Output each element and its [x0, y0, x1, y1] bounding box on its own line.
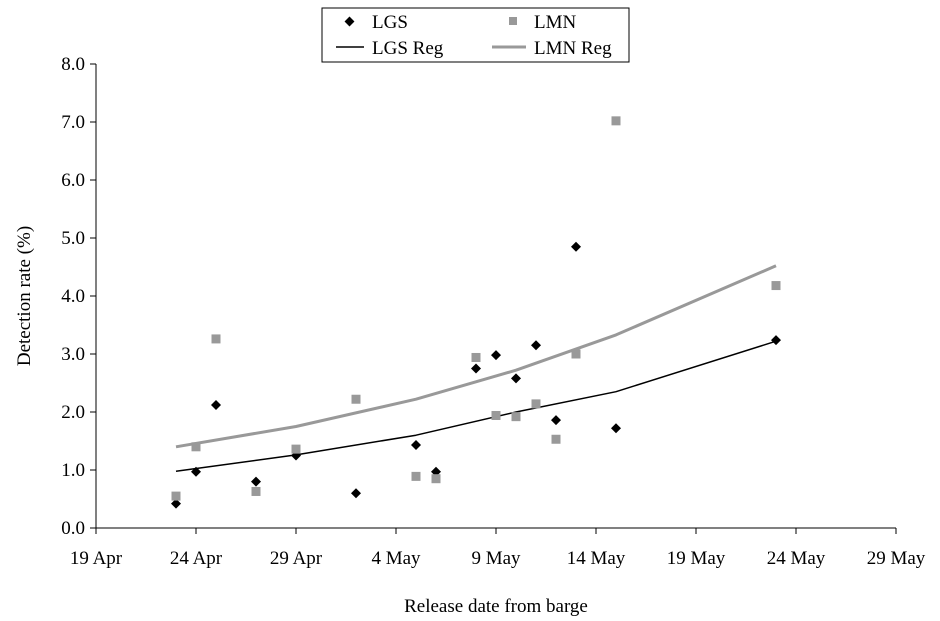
legend-label-lmn-reg: LMN Reg	[534, 38, 612, 59]
data-point-lmn	[191, 442, 201, 452]
legend: LGS LMN LGS Reg LMN Reg	[321, 7, 630, 63]
x-tick-label: 14 May	[567, 548, 626, 569]
data-point-lmn	[431, 474, 441, 484]
data-point-lmn	[531, 399, 541, 409]
legend-entry-lmn-reg: LMN Reg	[492, 38, 612, 59]
data-point-lgs	[511, 373, 521, 384]
data-point-lgs	[191, 466, 201, 477]
data-point-lmn	[551, 434, 561, 444]
legend-entry-lmn: LMN	[509, 12, 577, 33]
x-tick-label: 29 Apr	[270, 548, 323, 569]
legend-box	[321, 7, 630, 63]
y-ticks: 0.0 1.0 2.0 3.0 4.0 5.0 6.0 7.0 8.0	[61, 54, 96, 539]
y-tick-label: 2.0	[61, 402, 85, 423]
x-tick-label: 19 Apr	[70, 548, 123, 569]
x-tick-label: 24 May	[767, 548, 826, 569]
legend-label-lgs-reg: LGS Reg	[372, 38, 444, 59]
data-point-lmn	[251, 486, 261, 496]
data-point-lgs	[491, 350, 501, 361]
x-tick-label: 19 May	[667, 548, 726, 569]
data-point-lgs	[531, 340, 541, 351]
data-point-lmn	[611, 116, 621, 126]
x-tick-label: 4 May	[371, 548, 421, 569]
x-ticks: 19 Apr 24 Apr 29 Apr 4 May 9 May 14 May 19 May…	[70, 528, 926, 569]
data-point-lmn	[771, 281, 781, 291]
data-point-lgs	[551, 415, 561, 426]
x-tick-label: 9 May	[471, 548, 521, 569]
data-point-lgs	[171, 498, 181, 509]
x-tick-label: 24 Apr	[170, 548, 223, 569]
data-point-lgs	[571, 241, 581, 252]
y-tick-label: 0.0	[61, 518, 85, 539]
data-point-lgs	[471, 363, 481, 374]
y-tick-label: 6.0	[61, 170, 85, 191]
data-point-lgs	[771, 335, 781, 346]
y-tick-label: 3.0	[61, 344, 85, 365]
y-tick-label: 4.0	[61, 286, 85, 307]
data-point-lmn	[571, 349, 581, 359]
regression-line-lgs-reg	[175, 340, 777, 472]
regression-line-lmn-reg	[175, 264, 777, 449]
y-tick-label: 8.0	[61, 54, 85, 75]
data-point-lmn	[511, 412, 521, 422]
data-point-lgs	[251, 476, 261, 487]
y-tick-label: 7.0	[61, 112, 85, 133]
data-point-lgs	[611, 423, 621, 434]
data-point-lmn	[491, 410, 501, 420]
data-point-lmn	[171, 491, 181, 501]
legend-entry-lgs-reg: LGS Reg	[336, 38, 444, 59]
data-point-lmn	[211, 334, 221, 344]
data-point-lgs	[351, 488, 361, 499]
legend-label-lmn: LMN	[534, 12, 577, 33]
y-axis-title: Detection rate (%)	[14, 226, 35, 366]
data-point-lmn	[291, 444, 301, 454]
x-tick-label: 29 May	[867, 548, 926, 569]
y-tick-label: 5.0	[61, 228, 85, 249]
data-point-lmn	[411, 471, 421, 481]
series-layer	[171, 116, 781, 509]
legend-label-lgs: LGS	[372, 12, 408, 33]
axes	[95, 64, 896, 529]
data-point-lmn	[351, 394, 361, 404]
data-point-lgs	[411, 440, 421, 451]
data-point-lgs	[211, 400, 221, 411]
data-point-lmn	[471, 352, 481, 362]
y-tick-label: 1.0	[61, 460, 85, 481]
x-axis-title: Release date from barge	[404, 596, 588, 617]
legend-square-marker	[509, 17, 517, 25]
